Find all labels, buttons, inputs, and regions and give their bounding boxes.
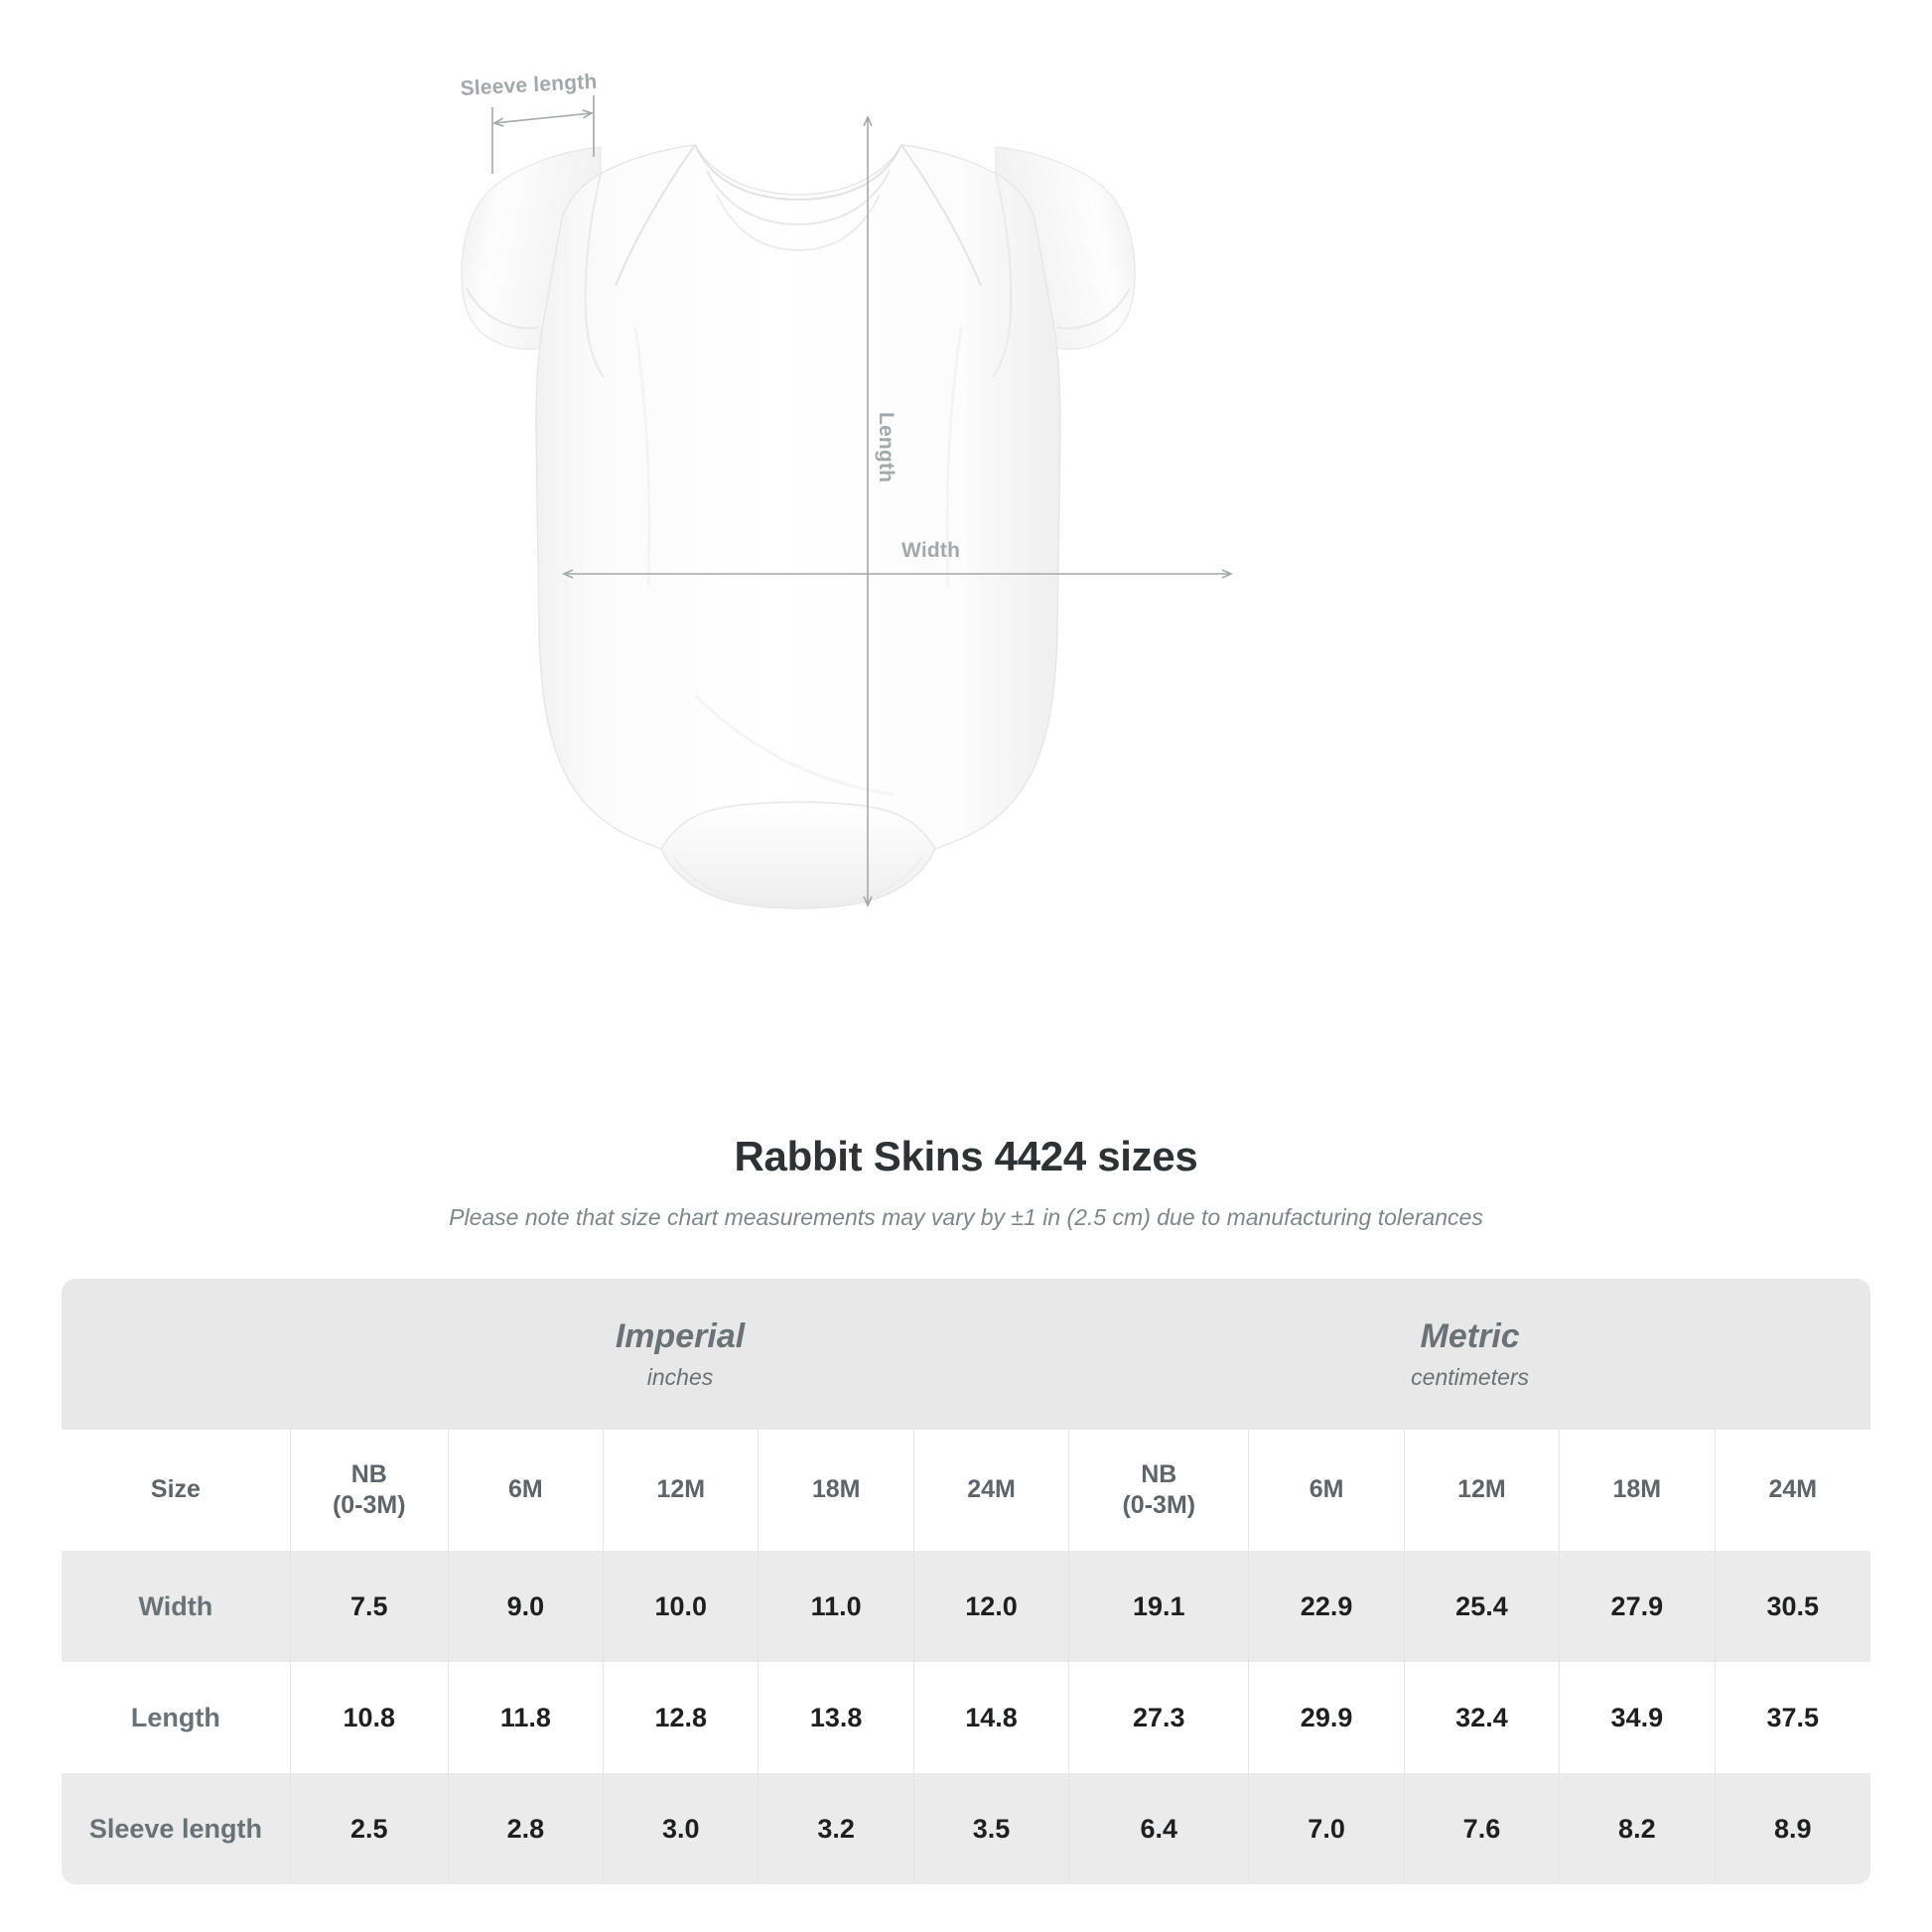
unit-group-metric-sub: centimeters	[1411, 1364, 1530, 1391]
left-sleeve-hem	[466, 287, 540, 330]
cell-sleeve-metric-nb: 6.4	[1069, 1773, 1250, 1884]
header-col-metric-18m: 18M	[1560, 1430, 1716, 1551]
header-col-metric-24m: 24M	[1715, 1430, 1870, 1551]
header-col-imperial-6m: 6M	[448, 1430, 605, 1551]
header-col-imperial-nb-main: NB	[350, 1459, 387, 1488]
header-col-imperial-24m: 24M	[913, 1430, 1070, 1551]
cell-width-metric-12m: 25.4	[1404, 1551, 1561, 1662]
cell-sleeve-imperial-12m: 3.0	[604, 1773, 759, 1884]
cell-length-metric-18m: 34.9	[1560, 1662, 1716, 1773]
cell-length-metric-6m: 29.9	[1249, 1662, 1405, 1773]
header-col-imperial-12m: 12M	[604, 1430, 759, 1551]
crotch-panel	[660, 801, 936, 909]
table-row: Length 10.8 11.8 12.8 13.8 14.8 27.3 29.…	[62, 1662, 1870, 1773]
right-sleeve-hem	[1056, 287, 1131, 330]
cell-sleeve-imperial-18m: 3.2	[759, 1773, 914, 1884]
tolerance-note: Please note that size chart measurements…	[449, 1204, 1483, 1231]
cell-width-metric-6m: 22.9	[1249, 1551, 1405, 1662]
title-block: Rabbit Skins 4424 sizes Please note that…	[0, 1132, 1932, 1233]
unit-group-imperial: Imperial inches	[290, 1279, 1070, 1430]
header-col-imperial-nb: NB (0-3M)	[290, 1430, 449, 1551]
left-armhole-seam	[584, 173, 605, 378]
cell-sleeve-metric-18m: 8.2	[1560, 1773, 1716, 1884]
row-label-width: Width	[62, 1551, 291, 1662]
cell-sleeve-imperial-6m: 2.8	[448, 1773, 605, 1884]
unit-group-metric: Metric centimeters	[1069, 1279, 1870, 1430]
column-header-row: Size NB (0-3M) 6M 12M 18M 24M NB (0-3M) …	[62, 1430, 1870, 1551]
fold-hint-right	[945, 327, 963, 587]
header-col-metric-nb-main: NB	[1141, 1459, 1177, 1488]
cell-length-metric-24m: 37.5	[1715, 1662, 1870, 1773]
page-title: Rabbit Skins 4424 sizes	[734, 1133, 1198, 1179]
unit-group-imperial-sub: inches	[646, 1364, 714, 1391]
cell-width-imperial-nb: 7.5	[290, 1551, 449, 1662]
sleeve-length-arrow	[492, 109, 594, 127]
header-col-imperial-18m: 18M	[759, 1430, 914, 1551]
header-col-metric-nb: NB (0-3M)	[1069, 1430, 1250, 1551]
left-lap-shoulder-seam	[615, 144, 696, 287]
cell-length-imperial-12m: 12.8	[604, 1662, 759, 1773]
unit-group-metric-name: Metric	[1420, 1317, 1520, 1356]
cell-length-metric-12m: 32.4	[1404, 1662, 1561, 1773]
right-lap-shoulder-seam	[900, 144, 982, 287]
cell-width-metric-nb: 19.1	[1069, 1551, 1250, 1662]
cell-length-imperial-18m: 13.8	[759, 1662, 914, 1773]
cell-width-metric-18m: 27.9	[1560, 1551, 1716, 1662]
cell-width-imperial-6m: 9.0	[448, 1551, 605, 1662]
size-table: Imperial inches Metric centimeters Size …	[62, 1279, 1870, 1884]
header-size-label: Size	[62, 1430, 291, 1551]
cell-length-imperial-nb: 10.8	[290, 1662, 449, 1773]
fold-hint-left	[633, 327, 651, 587]
length-annotation-label: Length	[875, 412, 897, 483]
header-col-imperial-nb-sub: (0-3M)	[332, 1491, 406, 1519]
unit-banner-row: Imperial inches Metric centimeters	[62, 1279, 1870, 1430]
bodysuit-drawing	[461, 95, 1233, 909]
size-table-container: Imperial inches Metric centimeters Size …	[62, 1279, 1870, 1884]
collar-rib-2	[716, 194, 881, 252]
unit-group-imperial-name: Imperial	[615, 1317, 746, 1356]
width-annotation-label: Width	[901, 539, 961, 562]
cell-width-imperial-12m: 10.0	[604, 1551, 759, 1662]
table-row: Sleeve length 2.5 2.8 3.0 3.2 3.5 6.4 7.…	[62, 1773, 1870, 1884]
neckline-outer	[694, 144, 902, 202]
cell-length-metric-nb: 27.3	[1069, 1662, 1250, 1773]
table-row: Width 7.5 9.0 10.0 11.0 12.0 19.1 22.9 2…	[62, 1551, 1870, 1662]
cell-width-metric-24m: 30.5	[1715, 1551, 1870, 1662]
cell-sleeve-metric-6m: 7.0	[1249, 1773, 1405, 1884]
cell-width-imperial-18m: 11.0	[759, 1551, 914, 1662]
crotch-hem-stitch	[672, 854, 924, 907]
header-col-metric-nb-sub: (0-3M)	[1122, 1491, 1196, 1519]
header-col-metric-6m: 6M	[1249, 1430, 1405, 1551]
garment-illustration: Sleeve length Length Width	[460, 70, 1233, 909]
unit-banner-spacer	[62, 1279, 291, 1430]
cell-length-imperial-6m: 11.8	[448, 1662, 605, 1773]
row-label-length: Length	[62, 1662, 291, 1773]
cell-sleeve-imperial-nb: 2.5	[290, 1773, 449, 1884]
cell-length-imperial-24m: 14.8	[913, 1662, 1070, 1773]
cell-sleeve-imperial-24m: 3.5	[913, 1773, 1070, 1884]
cell-width-imperial-24m: 12.0	[913, 1551, 1070, 1662]
right-armhole-seam	[992, 173, 1013, 378]
cell-sleeve-metric-24m: 8.9	[1715, 1773, 1870, 1884]
row-label-sleeve-length: Sleeve length	[62, 1773, 291, 1884]
cell-sleeve-metric-12m: 7.6	[1404, 1773, 1561, 1884]
header-col-metric-12m: 12M	[1404, 1430, 1561, 1551]
